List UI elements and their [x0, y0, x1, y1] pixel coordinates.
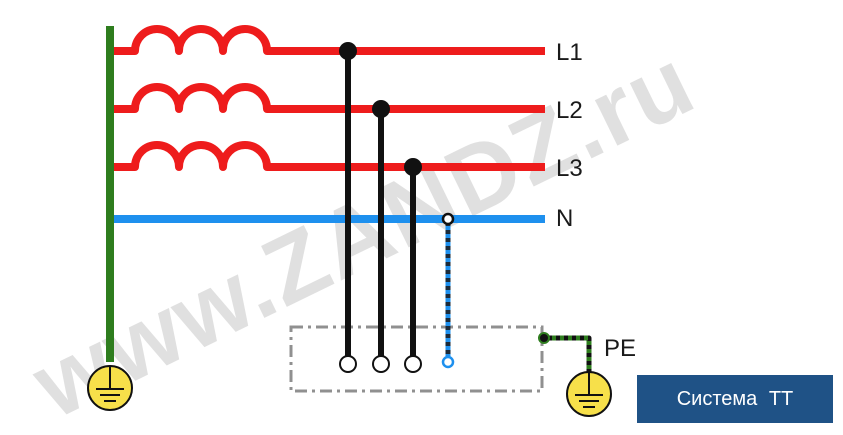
- system-badge: Система ТТ: [637, 375, 833, 423]
- label-l2: L2: [556, 97, 583, 124]
- junction-dot-icon: [339, 42, 357, 60]
- junction-dot-icon: [441, 212, 455, 226]
- ground-icon: [566, 371, 612, 417]
- junction-dot-icon: [404, 158, 422, 176]
- pe-conductor: [544, 335, 592, 372]
- label-l3: L3: [556, 155, 583, 182]
- label-n: N: [556, 205, 573, 232]
- coil-icon: [114, 141, 545, 171]
- phase-line-l1: [114, 25, 545, 55]
- label-l1: L1: [556, 39, 583, 66]
- junction-dot-icon: [372, 100, 390, 118]
- terminal-icon: [404, 355, 422, 373]
- junction-dot-icon: [538, 332, 550, 344]
- coil-icon: [114, 83, 545, 113]
- terminal-icon: [441, 355, 455, 369]
- coil-icon: [114, 25, 545, 55]
- terminal-icon: [339, 355, 357, 373]
- phase-line-l3: [114, 141, 545, 171]
- ground-icon: [87, 365, 133, 411]
- consumer-enclosure: [289, 325, 544, 393]
- label-pe: PE: [604, 335, 636, 362]
- phase-line-l2: [114, 83, 545, 113]
- terminal-icon: [372, 355, 390, 373]
